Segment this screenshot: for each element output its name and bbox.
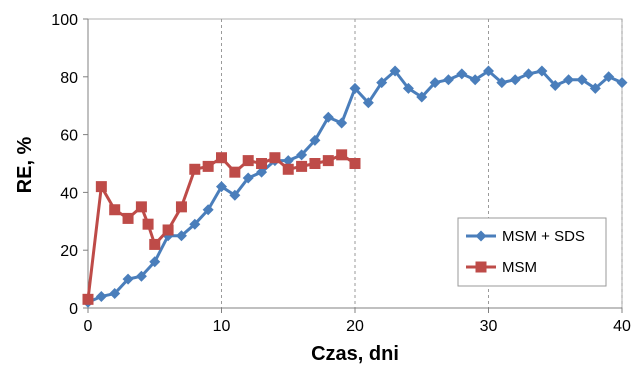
y-tick-label-60: 60 <box>60 128 78 145</box>
data-point-0-22 <box>376 77 388 89</box>
x-tick-label-10: 10 <box>213 318 231 335</box>
y-tick-label-80: 80 <box>60 70 78 87</box>
data-point-1-13 <box>242 155 254 167</box>
data-point-0-5 <box>149 256 161 268</box>
y-axis-title: RE, % <box>14 136 36 193</box>
data-point-0-36 <box>563 74 575 86</box>
data-point-1-1 <box>95 181 107 193</box>
x-axis-title: Czas, dni <box>311 343 399 365</box>
data-point-1-5 <box>142 218 154 230</box>
data-point-0-7 <box>175 230 187 242</box>
data-point-0-33 <box>523 68 535 80</box>
data-point-0-8 <box>189 218 201 230</box>
data-point-0-13 <box>256 166 268 178</box>
data-point-1-8 <box>175 201 187 213</box>
data-point-1-7 <box>162 224 174 236</box>
data-point-1-3 <box>122 212 134 224</box>
y-tick-label-100: 100 <box>51 12 78 29</box>
data-point-1-16 <box>282 163 294 175</box>
data-point-1-11 <box>216 152 227 164</box>
data-point-1-18 <box>309 158 321 169</box>
data-point-0-29 <box>469 74 481 86</box>
legend-marker-1 <box>475 261 487 273</box>
data-point-1-12 <box>229 166 241 178</box>
data-point-0-15 <box>282 155 294 167</box>
data-point-0-32 <box>509 74 521 86</box>
data-point-0-37 <box>576 74 588 86</box>
data-point-0-10 <box>216 181 227 193</box>
tick-labels: 0 20 40 60 80 100 0 10 20 30 40 <box>51 12 631 335</box>
data-point-0-2 <box>109 288 121 300</box>
x-tick-label-0: 0 <box>84 318 93 335</box>
data-point-1-21 <box>349 158 361 169</box>
data-point-1-9 <box>189 163 201 175</box>
x-tick-label-20: 20 <box>346 318 364 335</box>
data-point-0-25 <box>416 91 428 103</box>
series-1 <box>82 149 361 305</box>
data-point-0-39 <box>603 71 615 83</box>
data-point-0-35 <box>549 79 561 91</box>
data-point-0-21 <box>362 97 374 109</box>
data-point-1-6 <box>149 238 161 250</box>
data-point-1-17 <box>296 160 308 172</box>
legend-label-1: MSM <box>502 259 537 276</box>
data-point-1-19 <box>322 155 334 167</box>
data-point-0-34 <box>536 65 548 77</box>
legend-marker-0 <box>475 230 487 242</box>
data-point-0-19 <box>336 117 348 129</box>
data-point-1-20 <box>336 149 348 161</box>
data-point-0-24 <box>402 82 414 94</box>
data-point-0-17 <box>309 134 321 146</box>
legend-label-0: MSM + SDS <box>502 228 585 245</box>
data-point-1-0 <box>82 293 94 305</box>
x-tick-label-40: 40 <box>613 318 631 335</box>
data-point-0-38 <box>589 82 601 94</box>
data-point-0-9 <box>202 204 214 216</box>
data-point-0-30 <box>483 65 494 77</box>
data-point-0-1 <box>95 290 107 302</box>
data-point-0-4 <box>135 270 147 282</box>
data-point-0-40 <box>616 77 628 89</box>
data-point-0-11 <box>229 189 241 201</box>
legend: MSM + SDS MSM <box>457 217 607 287</box>
data-point-0-18 <box>322 111 334 123</box>
data-point-0-16 <box>296 149 308 161</box>
series-layer <box>82 65 628 308</box>
legend-box <box>457 217 607 287</box>
data-point-0-20 <box>349 82 361 94</box>
series-0 <box>82 65 628 308</box>
data-point-0-26 <box>429 77 441 89</box>
data-point-0-12 <box>242 172 254 184</box>
data-point-1-15 <box>269 152 281 164</box>
series-line-1 <box>86 153 356 300</box>
data-point-1-2 <box>109 204 121 216</box>
data-point-0-3 <box>122 273 134 285</box>
axes <box>83 18 623 313</box>
data-point-0-28 <box>456 68 468 80</box>
data-point-1-14 <box>256 158 268 169</box>
y-tick-label-20: 20 <box>60 243 78 260</box>
data-point-0-23 <box>389 65 401 77</box>
data-point-0-31 <box>496 77 508 89</box>
data-point-1-10 <box>202 160 214 172</box>
data-point-1-4 <box>135 201 147 213</box>
x-tick-label-30: 30 <box>480 318 498 335</box>
y-tick-label-40: 40 <box>60 185 78 202</box>
y-tick-label-0: 0 <box>69 301 78 318</box>
data-point-0-27 <box>442 74 454 86</box>
